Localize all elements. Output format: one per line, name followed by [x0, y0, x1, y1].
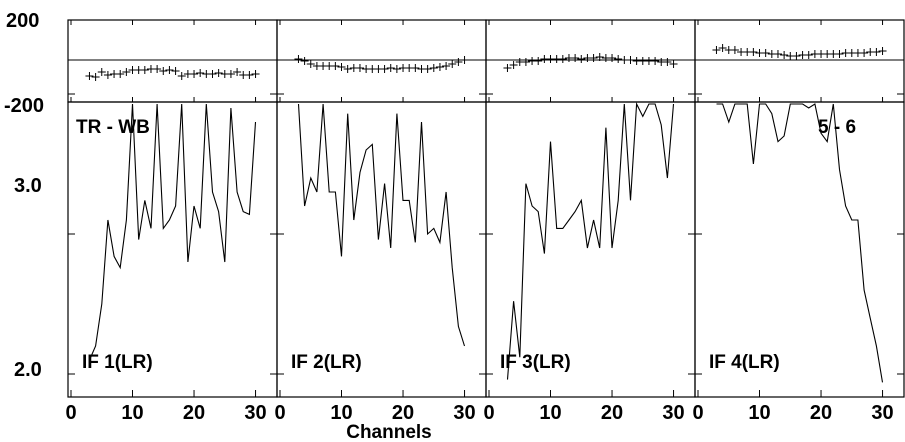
- bottom-y-tick-label-low: 2.0: [14, 359, 42, 381]
- amplitude-frame: [694, 101, 905, 398]
- x-axis-title: Channels: [346, 422, 432, 442]
- panel-label: IF 3(LR): [500, 352, 571, 373]
- panel-2: 0 10 20 30 IF 2(LR): [274, 19, 487, 424]
- panel-4: 0 10 20 30 IF 4(LR): [692, 19, 905, 424]
- phase-frame: [485, 19, 696, 103]
- x-tick-label: 10: [330, 402, 352, 424]
- panel-3: 0 10 20 30 IF 3(LR): [483, 19, 696, 424]
- panel-label: IF 2(LR): [291, 352, 362, 373]
- x-tick-label: 0: [483, 402, 494, 424]
- panel-group: 0 10 20 30 IF 1(LR) 0 10 20 30 IF 2(LR) 0 10 20 30 IF …: [65, 19, 905, 424]
- x-tick-label: 10: [539, 402, 561, 424]
- top-y-tick-label-min: -200: [4, 95, 44, 117]
- x-tick-label: 10: [121, 402, 143, 424]
- panel-label: IF 4(LR): [709, 352, 780, 373]
- x-tick-label: 20: [183, 402, 205, 424]
- x-tick-label: 30: [244, 402, 266, 424]
- x-tick-label: 0: [692, 402, 703, 424]
- x-tick-label: 30: [453, 402, 475, 424]
- x-tick-label: 30: [662, 402, 684, 424]
- amplitude-series: [88, 103, 257, 361]
- x-tick-label: 20: [601, 402, 623, 424]
- amplitude-series: [506, 101, 675, 380]
- amplitude-series: [716, 103, 884, 383]
- x-tick-label: 20: [810, 402, 832, 424]
- x-tick-label: 0: [274, 402, 285, 424]
- panel-label: IF 1(LR): [82, 352, 153, 373]
- bottom-y-tick-label-high: 3.0: [14, 175, 42, 197]
- panel-1: 0 10 20 30 IF 1(LR): [65, 19, 278, 424]
- x-tick-label: 30: [871, 402, 893, 424]
- phase-frame: [694, 19, 905, 103]
- x-tick-label: 20: [392, 402, 414, 424]
- amplitude-series: [297, 103, 466, 347]
- x-tick-label: 0: [65, 402, 76, 424]
- phase-frame: [67, 19, 278, 103]
- top-y-tick-label-max: 200: [6, 10, 39, 32]
- x-tick-label: 10: [748, 402, 770, 424]
- title-right: 5 - 6: [818, 117, 856, 138]
- title-left: TR - WB: [76, 117, 150, 138]
